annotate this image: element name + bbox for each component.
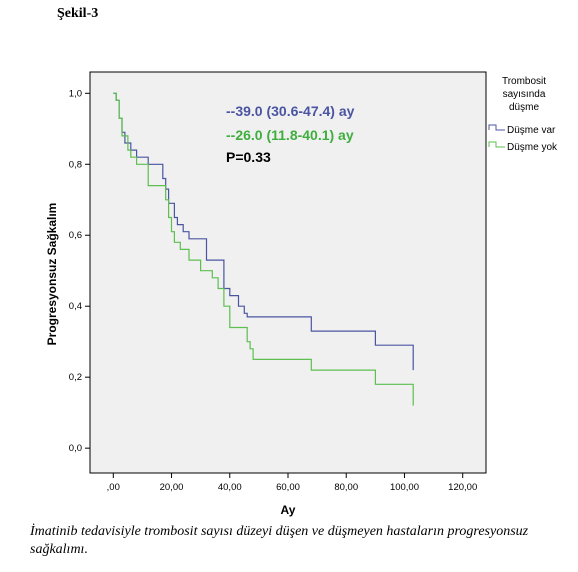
y-tick-label: 1,0 [69, 88, 82, 99]
legend-item-dusme-yok: Düşme yok [507, 142, 558, 153]
y-tick-label: 0,6 [69, 230, 82, 241]
legend-swatch-dusme-yok [488, 141, 505, 148]
x-tick-label: ,00 [107, 482, 120, 493]
annotation-median-dusme-yok: --26.0 (11.8-40.1) ay [226, 127, 354, 143]
y-tick-label: 0,2 [69, 372, 82, 383]
legend: Trombosit sayısında düşme Düşme var Düşm… [488, 76, 558, 153]
axis-ticks: ,00 20,00 40,00 60,00 80,00 100,00 120,00 0,0 0,… [69, 88, 477, 493]
legend-item-dusme-var: Düşme var [507, 125, 556, 136]
x-tick-label: 60,00 [276, 482, 300, 493]
legend-title-line-1: Trombosit [502, 76, 546, 87]
legend-title-line-2: sayısında [503, 89, 546, 100]
y-tick-label: 0,4 [69, 301, 82, 312]
plot-area [89, 71, 487, 474]
x-tick-label: 40,00 [218, 482, 242, 493]
x-tick-label: 120,00 [448, 482, 477, 493]
series-lines [113, 92, 414, 406]
x-tick-label: 20,00 [160, 482, 184, 493]
x-tick-label: 80,00 [334, 482, 358, 493]
y-axis-title: Progresyonsuz Sağkalım [45, 203, 59, 346]
series-line-dusme-var [113, 92, 414, 371]
y-tick-label: 0,0 [69, 443, 82, 454]
annotation-median-dusme-var: --39.0 (30.6-47.4) ay [226, 103, 355, 119]
y-tick-label: 0,8 [69, 159, 82, 170]
figure-label: Şekil-3 [57, 6, 99, 21]
series-line-dusme-yok [113, 92, 414, 406]
annotation-p-value: P=0.33 [226, 149, 271, 165]
x-tick-label: 100,00 [390, 482, 419, 493]
figure-caption: İmatinib tedavisiyle trombosit sayısı dü… [30, 524, 529, 557]
legend-title-line-3: düşme [509, 102, 539, 113]
survival-chart: ,00 20,00 40,00 60,00 80,00 100,00 120,00 0,0 0,… [45, 71, 558, 517]
x-axis-title: Ay [281, 503, 296, 517]
legend-swatch-dusme-var [488, 124, 505, 131]
